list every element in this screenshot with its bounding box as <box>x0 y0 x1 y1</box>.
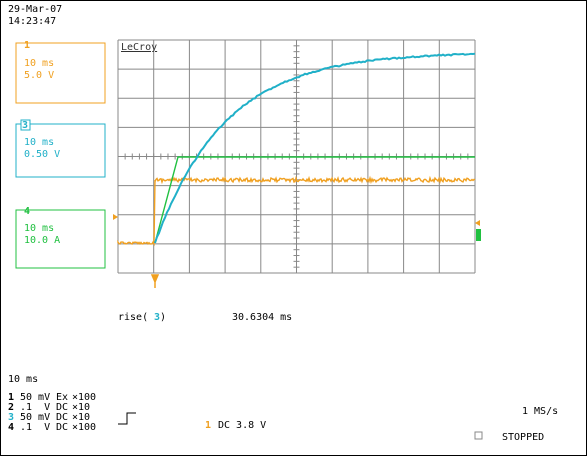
timebase: 10 ms <box>8 374 38 385</box>
measurement-label: rise( <box>118 312 148 323</box>
channel-scale: 10.0 A <box>24 235 60 246</box>
setting-volts: 50 mV <box>20 412 50 423</box>
setting-volts: .1 V <box>20 402 50 413</box>
setting-channel: 3 <box>8 412 14 423</box>
setting-channel: 1 <box>8 392 14 403</box>
setting-probe: ×100 <box>72 392 96 403</box>
offset-marker <box>476 229 481 241</box>
trigger-position-marker <box>150 274 160 288</box>
status-indicator <box>474 431 483 440</box>
channel-scale: 5.0 V <box>24 70 54 81</box>
sample-rate: 1 MS/s <box>522 406 558 417</box>
measurement-channel: 3 <box>154 312 160 323</box>
channel-box <box>15 42 106 104</box>
setting-probe: ×10 <box>72 412 90 423</box>
date: 29-Mar-07 <box>8 4 62 15</box>
offset-marker <box>475 220 480 226</box>
setting-coupling: DC <box>56 402 68 413</box>
channel-timebase: 10 ms <box>24 223 54 234</box>
setting-coupling: DC <box>56 422 68 433</box>
channel-number: 3 <box>22 120 28 131</box>
setting-probe: ×10 <box>72 402 90 413</box>
brand: LeCroy <box>121 42 157 53</box>
time: 14:23:47 <box>8 16 56 27</box>
trigger-edge-icon <box>118 412 136 425</box>
trace-channel-1 <box>117 175 476 247</box>
measurement-value: 30.6304 ms <box>232 312 292 323</box>
setting-volts: .1 V <box>20 422 50 433</box>
setting-coupling: Ex <box>56 392 68 403</box>
trigger-channel: 1 <box>205 420 211 431</box>
channel-scale: 0.50 V <box>24 149 60 160</box>
measurement-label: ) <box>160 312 166 323</box>
trace-channel-4 <box>154 156 475 244</box>
channel-timebase: 10 ms <box>24 137 54 148</box>
trigger-level-marker <box>113 214 118 220</box>
setting-channel: 4 <box>8 422 14 433</box>
setting-channel: 2 <box>8 402 14 413</box>
setting-coupling: DC <box>56 412 68 423</box>
channel-number: 4 <box>24 206 30 217</box>
trigger-level: DC 3.8 V <box>218 420 266 431</box>
setting-volts: 50 mV <box>20 392 50 403</box>
trace-channel-3 <box>154 52 476 244</box>
channel-box <box>15 209 106 269</box>
channel-box <box>15 123 106 178</box>
setting-probe: ×100 <box>72 422 96 433</box>
channel-badge <box>20 119 31 131</box>
channel-settings: 1 50 mV Ex ×100 2 .1 V DC ×10 3 50 mV DC ×10 4 .1 V DC… <box>8 392 96 433</box>
acquisition-status: STOPPED <box>502 432 544 443</box>
channel-timebase: 10 ms <box>24 58 54 69</box>
channel-number: 1 <box>24 40 30 51</box>
